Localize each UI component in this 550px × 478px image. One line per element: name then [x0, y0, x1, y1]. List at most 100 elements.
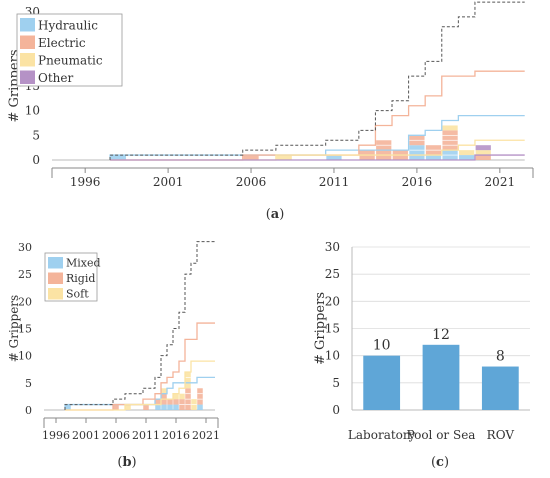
- caption-letter: a: [271, 207, 280, 222]
- y-axis-label: # Grippers: [7, 295, 21, 362]
- x-tick-label: 2021: [485, 175, 516, 189]
- x-tick-label: 2016: [162, 429, 190, 442]
- legend-label-pneumatic: Pneumatic: [38, 54, 103, 68]
- bar-hydraulic-1998: [110, 155, 126, 160]
- y-tick-label: 20: [325, 294, 340, 308]
- x-category-label: Laboratory: [348, 428, 416, 442]
- legend-swatch-pneumatic: [20, 53, 35, 67]
- y-tick-label: 15: [325, 322, 340, 336]
- bar-mixed-2016: [173, 404, 179, 410]
- panel-caption: (b): [117, 455, 136, 470]
- x-tick-label: 2011: [319, 175, 350, 189]
- bar-hydraulic-2019: [459, 155, 475, 160]
- bar-soft-2014: [161, 388, 167, 394]
- y-tick-label: 0: [32, 153, 40, 167]
- legend-label-mixed: Mixed: [66, 257, 101, 270]
- caption-close: ): [279, 207, 284, 222]
- legend-label-rigid: Rigid: [66, 272, 95, 285]
- panel-c: 0 5 10 15 20 25 30 # Grippers (c) 10 Laboratory 12 P…: [313, 240, 530, 470]
- legend-swatch-soft: [48, 288, 63, 300]
- y-tick-label: 25: [325, 267, 340, 281]
- caption-open: (: [266, 207, 271, 222]
- legend-label-hydraulic: Hydraulic: [38, 19, 98, 33]
- x-tick-label: 2001: [153, 175, 184, 189]
- y-axis-label: # Grippers: [313, 292, 328, 365]
- caption-letter: c: [436, 455, 444, 470]
- bar-rigid-2013: [155, 399, 161, 405]
- bar-mixed-1998: [65, 404, 71, 410]
- x-tick-label: 2006: [236, 175, 267, 189]
- caption-open: (: [431, 455, 436, 470]
- x-category-label: Pool or Sea: [407, 428, 476, 442]
- bar-pneumatic-2020: [475, 150, 491, 156]
- bar-mixed-2013: [155, 404, 161, 410]
- bar-2: [481, 366, 519, 410]
- x-tick-label: 1996: [42, 429, 70, 442]
- bar-soft-2017: [179, 393, 185, 400]
- bar-pneumatic-2019: [459, 150, 475, 156]
- x-tick-label: 2011: [132, 429, 160, 442]
- legend-swatch-mixed: [48, 257, 63, 269]
- bar-0: [363, 355, 401, 410]
- bar-soft-2008: [125, 404, 131, 410]
- legend-swatch-hydraulic: [20, 18, 35, 32]
- y-tick-label: 30: [18, 241, 32, 254]
- legend-swatch-electric: [20, 35, 35, 49]
- bar-electric-2006: [243, 155, 259, 160]
- caption-close: ): [132, 455, 137, 470]
- y-tick-label: 10: [25, 104, 40, 118]
- bar-rigid-2006: [113, 404, 119, 410]
- x-tick-label: 2001: [72, 429, 100, 442]
- y-tick-label: 0: [25, 404, 32, 417]
- cumulative-total: [64, 241, 215, 410]
- legend-label-other: Other: [38, 71, 73, 85]
- x-tick-label: 2006: [102, 429, 130, 442]
- bar-mixed-2014: [161, 404, 167, 410]
- y-tick-label: 10: [18, 350, 32, 363]
- caption-close: ): [444, 455, 449, 470]
- y-tick-label: 5: [25, 377, 32, 390]
- bar-hydraulic-2016: [409, 145, 425, 160]
- caption-letter: b: [122, 455, 131, 470]
- bar-rigid-2015: [167, 399, 173, 405]
- cumulative-soft: [65, 360, 215, 411]
- bar-pneumatic-2008: [276, 155, 292, 160]
- bar-other-2020: [475, 145, 491, 151]
- legend-swatch-rigid: [48, 272, 63, 284]
- x-tick-label: 2016: [402, 175, 433, 189]
- panel-caption: (a): [266, 207, 285, 222]
- bar-rigid-2020: [197, 388, 203, 405]
- x-tick-label: 2021: [192, 429, 220, 442]
- bar-soft-2016: [173, 393, 179, 400]
- y-tick-label: 25: [18, 268, 32, 281]
- x-tick-label: 1996: [70, 175, 101, 189]
- cumulative-total: [109, 1, 525, 160]
- bar-hydraulic-2011: [326, 155, 342, 160]
- bar-soft-2018: [185, 371, 191, 389]
- bar-rigid-2016: [173, 399, 179, 405]
- bar-electric-2020: [475, 155, 491, 160]
- bar-data-label: 12: [432, 327, 450, 343]
- y-tick-label: 20: [18, 295, 32, 308]
- bar-1: [422, 344, 460, 410]
- legend-swatch-other: [20, 70, 35, 84]
- bar-rigid-2011: [143, 404, 149, 410]
- cumulative-rigid: [65, 322, 215, 411]
- caption-open: (: [117, 455, 122, 470]
- cumulative-pneumatic: [110, 139, 525, 161]
- y-tick-label: 10: [325, 349, 340, 363]
- bar-data-label: 8: [496, 349, 505, 365]
- panel-caption: (c): [431, 455, 449, 470]
- bar-mixed-2020: [197, 404, 203, 410]
- y-tick-label: 15: [18, 323, 32, 336]
- bar-pneumatic-2018: [442, 125, 458, 131]
- cumulative-other: [110, 154, 525, 161]
- y-tick-label: 0: [332, 403, 340, 417]
- x-category-label: ROV: [487, 428, 515, 442]
- y-tick-label: 5: [332, 376, 340, 390]
- legend-label-soft: Soft: [66, 288, 89, 301]
- legend-label-electric: Electric: [38, 36, 86, 50]
